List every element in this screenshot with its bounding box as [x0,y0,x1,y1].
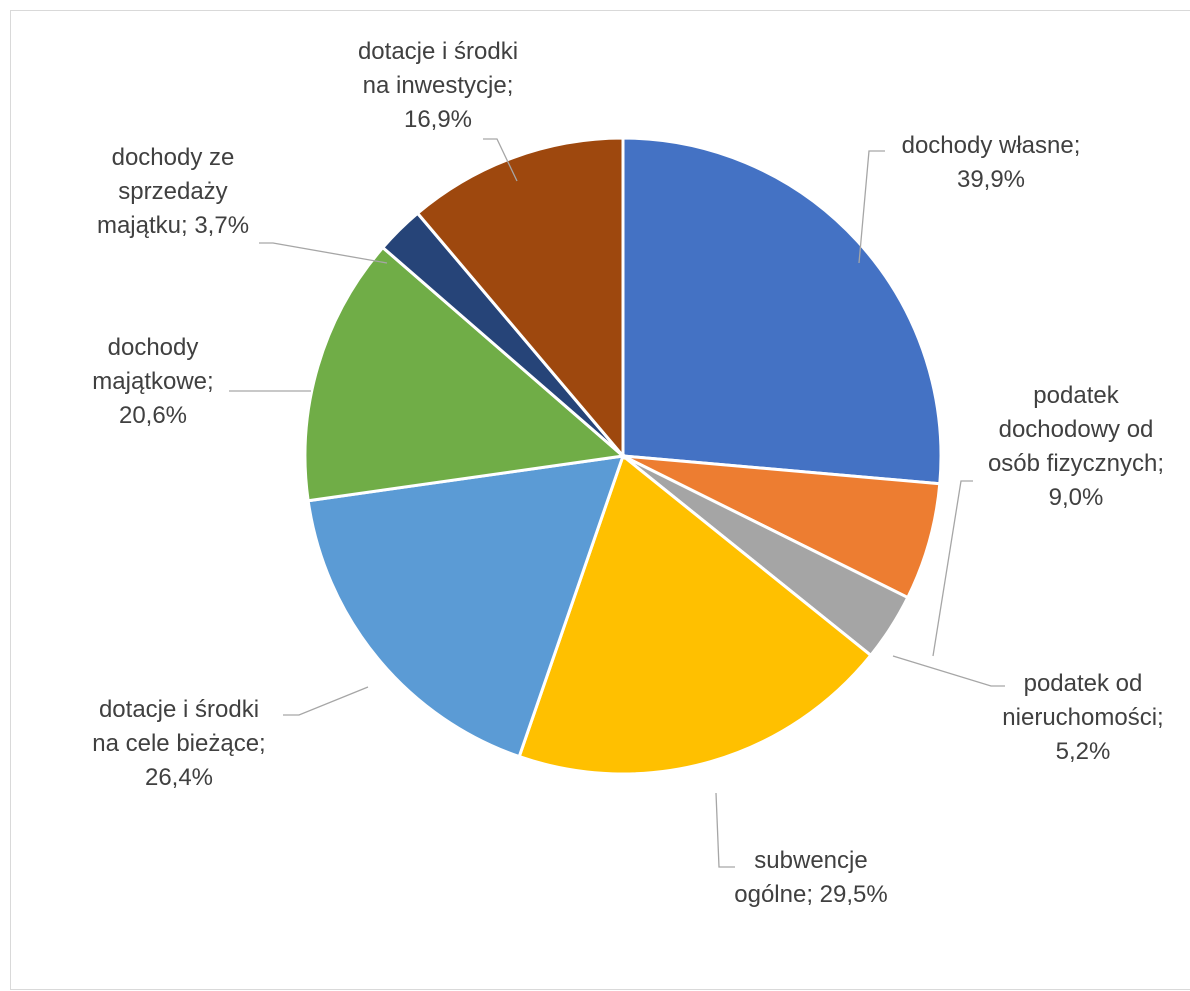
leader-line-dotacje-biezace [283,686,369,716]
pie-slice-4 [517,453,873,776]
chart-area: dochody własne; 39,9% podatek dochodowy … [10,10,1190,990]
data-label-dochody-wlasne: dochody własne; 39,9% [901,132,1081,193]
leader-line-dotacje-inwestycje [483,138,518,182]
data-label-dotacje-biezace: dotacje i środki na cele bieżące; 26,4% [92,696,266,791]
data-label-podatek-nieruchomosci: podatek od nieruchomości; 5,2% [1002,670,1164,765]
pie-slice-5 [306,454,626,759]
leader-line-podatek-nieruchomosci [892,655,1005,687]
data-label-dochody-majatkowe: dochody majątkowe; 20,6% [92,334,214,429]
data-label-pit: podatek dochodowy od osób fizycznych; 9,… [987,382,1165,511]
pie-slice-8 [415,136,625,461]
leader-line-pit [932,480,973,657]
pie-slice-6 [303,245,627,503]
data-label-sprzedaz-majatku: dochody ze sprzedaży majątku; 3,7% [96,144,250,239]
pie-slice-2 [622,454,942,600]
pie-slice-1 [621,136,943,486]
leader-line-subwencje [715,792,735,868]
data-label-dotacje-inwestycje: dotacje i środki na inwestycje; 16,9% [357,38,519,133]
pie-chart [229,136,1005,868]
data-label-subwencje: subwencje ogólne; 29,5% [734,847,888,908]
leader-line-sprzedaz-majatku [259,242,388,264]
pie-slices [303,136,943,776]
leader-line-dochody-wlasne [858,150,885,264]
leader-lines [229,138,1005,868]
